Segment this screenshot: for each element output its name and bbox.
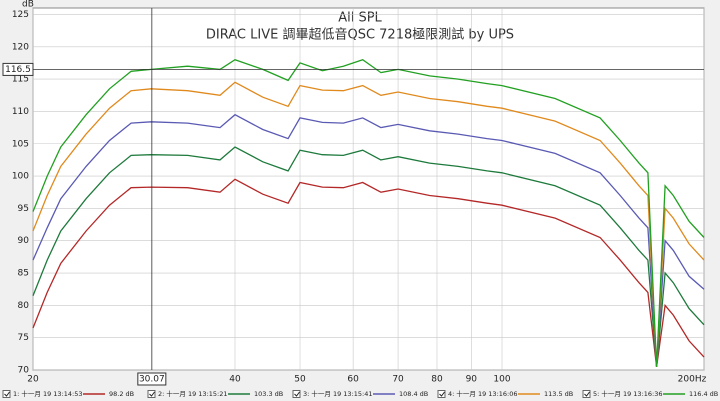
chart-subtitle: DIRAC LIVE 調畢超低音QSC 7218極限測試 by UPS (206, 27, 514, 43)
cursor-box (137, 372, 167, 386)
y-tick-label: 80 (18, 301, 30, 311)
y-tick-label: 70 (18, 366, 30, 376)
legend-check (149, 391, 155, 397)
y-tick-label: 75 (18, 333, 29, 343)
series-line (32, 113, 705, 367)
cursor-y-label: 116.5 (5, 65, 31, 75)
legend-checkbox (582, 390, 591, 398)
y-tick-label: 120 (12, 42, 29, 52)
series-line (32, 178, 705, 367)
legend-check (294, 391, 300, 397)
y-tick-label: 95 (18, 204, 29, 214)
legend-name: 2: 十一月 19 13:15:21 (158, 389, 228, 398)
legend-name: 5: 十一月 19 13:16:36 (593, 389, 663, 398)
legend-checkbox (437, 390, 446, 398)
legend: 1: 十一月 19 13:14:53 98.2 dB 2: 十一月 19 13:15… (2, 389, 718, 398)
legend-check (584, 391, 590, 397)
legend-checkbox (292, 390, 301, 398)
x-tick-label: 80 (431, 375, 443, 385)
y-tick-label: 85 (18, 269, 29, 279)
y-tick-label: 115 (12, 75, 29, 85)
series-line (32, 81, 705, 367)
legend-check (4, 391, 10, 397)
x-tick-label: 200Hz (678, 375, 707, 385)
y-tick-label: 100 (12, 172, 29, 182)
legend-level: 108.4 dB (399, 390, 428, 398)
legend-name: 4: 十一月 19 13:16:06 (448, 389, 518, 398)
legend-level: 103.3 dB (254, 390, 283, 398)
legend-level: 113.5 dB (544, 390, 573, 398)
y-tick-label: 125 (12, 10, 29, 20)
x-tick-label: 20 (27, 375, 39, 385)
legend-checkbox (147, 390, 156, 398)
x-tick-label: 60 (347, 375, 359, 385)
legend-level: 98.2 dB (109, 390, 134, 398)
legend-check (439, 391, 445, 397)
cursor-x-label: 30.07 (139, 375, 165, 385)
y-axis-label: dB (22, 0, 34, 10)
y-tick-label: 105 (12, 139, 29, 149)
x-tick-label: 40 (229, 375, 241, 385)
x-tick-label: 70 (392, 375, 404, 385)
x-tick-label: 50 (294, 375, 306, 385)
chart-title: All SPL (338, 11, 382, 26)
series-line (32, 58, 705, 367)
x-tick-label: 100 (493, 375, 510, 385)
legend-level: 116.4 dB (689, 390, 718, 398)
legend-checkbox (2, 390, 11, 398)
cursor-box (2, 62, 34, 76)
y-tick-label: 90 (18, 236, 30, 246)
legend-name: 3: 十一月 19 13:15:41 (303, 389, 373, 398)
series-line (32, 146, 705, 367)
y-tick-label: 110 (12, 107, 29, 117)
legend-name: 1: 十一月 19 13:14:53 (13, 389, 83, 398)
x-tick-label: 90 (466, 375, 478, 385)
plot-area (32, 7, 705, 371)
